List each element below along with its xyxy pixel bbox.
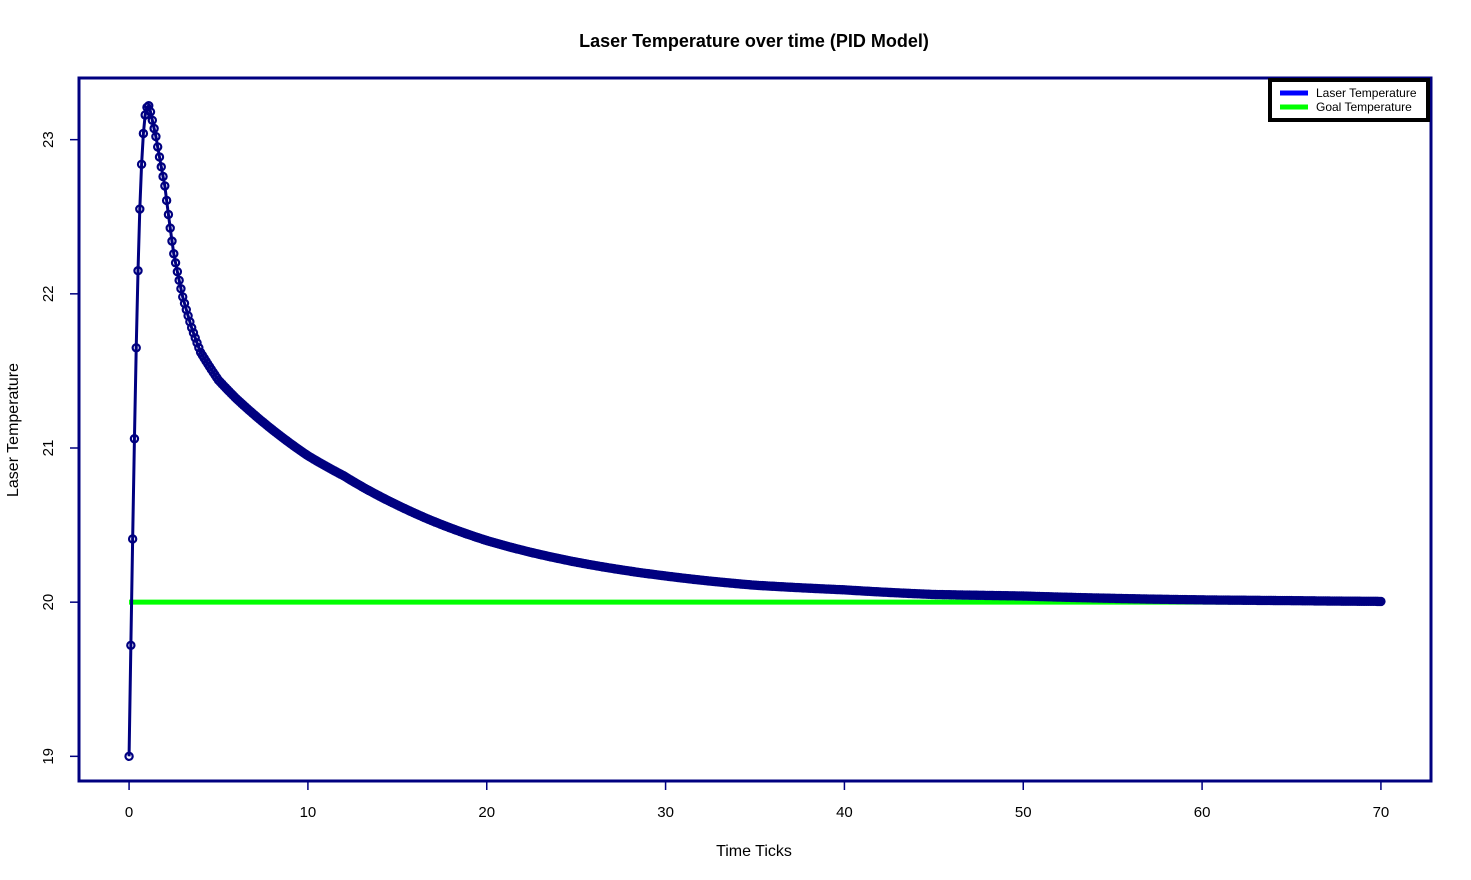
legend: Laser Temperature Goal Temperature (1268, 78, 1430, 122)
laser-temperature-point (156, 162, 166, 172)
laser-temperature-point (190, 333, 200, 343)
x-tick-label: 60 (1194, 804, 1211, 821)
legend-box (1268, 78, 1430, 122)
x-axis: 0 10 20 30 40 50 60 70 (125, 781, 1389, 821)
laser-temperature-point (158, 171, 168, 182)
y-tick-label: 22 (40, 285, 57, 302)
laser-temperature-point (170, 258, 181, 268)
laser-temperature-point (138, 128, 149, 139)
laser-temperature-point (127, 534, 138, 544)
y-axis: 19 20 21 22 23 (40, 131, 79, 765)
laser-temperature-point (131, 343, 141, 353)
laser-temperature-point (176, 284, 186, 294)
series-laser-temperature-points (124, 101, 1386, 762)
laser-temperature-point (126, 640, 136, 651)
laser-temperature-point (149, 123, 159, 134)
x-tick-label: 50 (1015, 804, 1032, 821)
laser-temperature-point (163, 209, 174, 220)
plot-area (124, 101, 1386, 762)
laser-temperature-point (167, 236, 177, 246)
x-tick-label: 70 (1373, 804, 1390, 821)
chart-title: Laser Temperature over time (PID Model) (579, 31, 929, 51)
laser-temperature-point (194, 342, 204, 353)
laser-temperature-point (124, 751, 134, 762)
laser-temperature-point (169, 249, 179, 259)
laser-temperature-point (160, 181, 170, 191)
y-axis-label: Laser Temperature (5, 363, 22, 497)
laser-temperature-point (188, 328, 199, 338)
laser-temperature-point (174, 275, 184, 286)
y-tick-label: 23 (40, 131, 57, 148)
laser-temperature-point (172, 267, 183, 277)
laser-temperature-point (192, 338, 202, 348)
laser-temperature-point (152, 142, 163, 152)
legend-label-laser: Laser Temperature (1316, 86, 1417, 100)
laser-temperature-point (161, 195, 172, 206)
legend-label-goal: Goal Temperature (1316, 100, 1412, 114)
laser-temperature-point (151, 131, 161, 142)
laser-temperature-point (1376, 596, 1386, 607)
laser-temperature-point (165, 223, 175, 233)
laser-temperature-point (129, 434, 140, 444)
plot-frame (77, 76, 1433, 783)
laser-temperature-point (147, 115, 158, 125)
laser-temperature-point (135, 204, 145, 214)
x-tick-label: 0 (125, 804, 133, 821)
x-axis-label: Time Ticks (716, 843, 792, 860)
y-tick-label: 20 (40, 594, 57, 611)
laser-temperature-point (136, 159, 147, 170)
x-tick-label: 10 (300, 804, 317, 821)
x-tick-label: 20 (478, 804, 495, 821)
x-tick-label: 40 (836, 804, 853, 821)
y-tick-label: 19 (40, 748, 57, 765)
x-tick-label: 30 (657, 804, 674, 821)
laser-temperature-point (133, 266, 143, 276)
laser-temperature-point (145, 107, 156, 117)
laser-temperature-point (154, 152, 165, 162)
y-tick-label: 21 (40, 440, 57, 457)
series-laser-temperature-line (127, 103, 1381, 757)
laser-temperature-point (186, 323, 197, 333)
